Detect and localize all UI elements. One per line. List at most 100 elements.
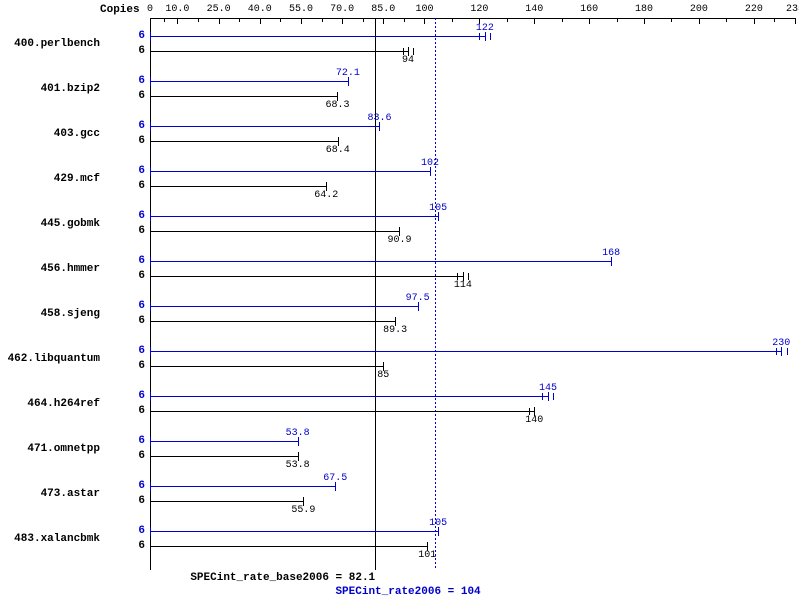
summary-peak: SPECint_rate2006 = 104: [335, 586, 480, 598]
base-bar: [150, 96, 337, 97]
base-value: 68.3: [325, 100, 349, 111]
copies-peak: 6: [115, 435, 145, 447]
base-bar: [150, 366, 383, 367]
axis-tick-label: 0: [147, 4, 153, 15]
axis-minor-tick: [726, 18, 727, 22]
axis-minor-tick: [671, 18, 672, 22]
axis-tick-label: 55.0: [289, 4, 313, 15]
benchmark-label: 456.hmmer: [5, 263, 100, 275]
axis-minor-tick: [404, 18, 405, 22]
base-bar: [150, 51, 408, 52]
benchmark-label: 464.h264ref: [5, 398, 100, 410]
axis-tick: [150, 18, 151, 24]
base-value: 53.8: [286, 460, 310, 471]
axis-tick: [534, 18, 535, 24]
base-value: 89.3: [383, 325, 407, 336]
copies-base: 6: [115, 450, 145, 462]
axis-minor-tick: [164, 18, 165, 22]
copies-base: 6: [115, 180, 145, 192]
axis-minor-tick: [239, 18, 240, 22]
axis-tick-label: 180: [635, 4, 653, 15]
copies-base: 6: [115, 45, 145, 57]
reference-line: [435, 18, 436, 570]
copies-peak: 6: [115, 300, 145, 312]
base-value: 101: [418, 550, 436, 561]
peak-bar: [150, 216, 438, 217]
axis-tick-label: 25.0: [207, 4, 231, 15]
axis-minor-tick: [562, 18, 563, 22]
peak-bar: [150, 126, 379, 127]
peak-bar: [150, 396, 548, 397]
spec-rate-chart: Copies010.025.040.055.070.085.0100120140…: [0, 0, 799, 606]
peak-bar: [150, 171, 430, 172]
summary-base: SPECint_rate_base2006 = 82.1: [190, 572, 375, 584]
axis-tick: [589, 18, 590, 24]
base-value: 68.4: [326, 145, 350, 156]
peak-bar: [150, 441, 298, 442]
peak-value: 122: [476, 23, 494, 34]
peak-value: 53.8: [286, 428, 310, 439]
axis-minor-tick: [617, 18, 618, 22]
copies-peak: 6: [115, 525, 145, 537]
axis-minor-tick: [322, 18, 323, 22]
copies-base: 6: [115, 360, 145, 372]
benchmark-label: 462.libquantum: [5, 353, 100, 365]
base-bar: [150, 186, 326, 187]
base-bar: [150, 231, 399, 232]
axis-tick-label: 10.0: [165, 4, 189, 15]
benchmark-label: 483.xalancbmk: [5, 533, 100, 545]
axis-tick: [260, 18, 261, 24]
base-bar: [150, 546, 427, 547]
benchmark-label: 403.gcc: [5, 128, 100, 140]
peak-value: 145: [539, 383, 557, 394]
copies-peak: 6: [115, 120, 145, 132]
benchmark-label: 400.perlbench: [5, 38, 100, 50]
copies-base: 6: [115, 495, 145, 507]
copies-peak: 6: [115, 390, 145, 402]
copies-peak: 6: [115, 75, 145, 87]
base-value: 114: [454, 280, 472, 291]
peak-value: 97.5: [406, 293, 430, 304]
copies-base: 6: [115, 315, 145, 327]
peak-bar: [150, 531, 438, 532]
axis-tick-label: 120: [470, 4, 488, 15]
axis-minor-tick: [774, 18, 775, 22]
peak-value: 83.6: [367, 113, 391, 124]
axis-tick-label: 235: [786, 4, 799, 15]
benchmark-label: 429.mcf: [5, 173, 100, 185]
axis-tick: [342, 18, 343, 24]
axis-tick-label: 70.0: [330, 4, 354, 15]
copies-peak: 6: [115, 210, 145, 222]
peak-value: 230: [772, 338, 790, 349]
base-bar: [150, 321, 395, 322]
copies-base: 6: [115, 270, 145, 282]
axis-tick-label: 140: [525, 4, 543, 15]
axis-tick-label: 100: [415, 4, 433, 15]
copies-base: 6: [115, 225, 145, 237]
axis-minor-tick: [507, 18, 508, 22]
axis-tick-label: 200: [690, 4, 708, 15]
base-value: 55.9: [291, 505, 315, 516]
axis-tick-label: 85.0: [371, 4, 395, 15]
peak-bar: [150, 351, 781, 352]
peak-bar: [150, 261, 611, 262]
peak-value: 105: [429, 518, 447, 529]
base-bar: [150, 501, 303, 502]
peak-value: 168: [602, 248, 620, 259]
peak-value: 67.5: [323, 473, 347, 484]
copies-peak: 6: [115, 345, 145, 357]
base-value: 64.2: [314, 190, 338, 201]
copies-base: 6: [115, 90, 145, 102]
benchmark-label: 445.gobmk: [5, 218, 100, 230]
reference-line: [375, 18, 376, 570]
axis-tick: [795, 18, 796, 24]
peak-bar: [150, 486, 335, 487]
base-value: 90.9: [387, 235, 411, 246]
copies-header: Copies: [100, 4, 140, 16]
benchmark-label: 473.astar: [5, 488, 100, 500]
copies-peak: 6: [115, 165, 145, 177]
peak-bar: [150, 81, 348, 82]
base-bar: [150, 456, 298, 457]
axis-minor-tick: [452, 18, 453, 22]
axis-minor-tick: [280, 18, 281, 22]
